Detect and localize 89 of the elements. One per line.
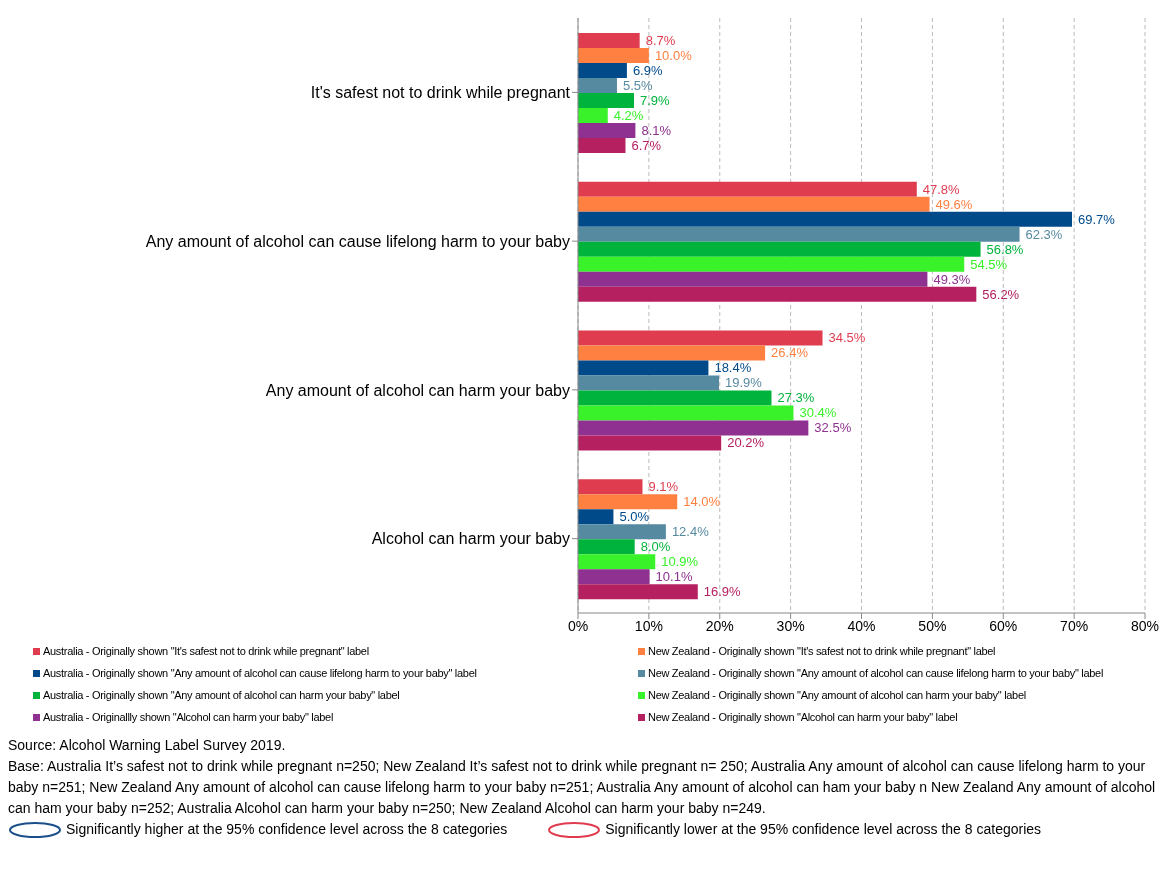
bar — [578, 390, 772, 406]
data-label: 56.8% — [986, 241, 1024, 257]
text: Base: Australia It’s safest not to drink while pregnant n=250; New Zealand It’s safest not to drink while pregnant n= 250; Australia Any amount of alcohol can cause lifelong harm to your baby n=251; New Zealand Any amount of alcohol can cause lifelong harm to your baby n=251; Australia Any amount of alcohol can ham your baby n New Zealand Any amount of alcohol can ham your baby n=252; Australia Alcohol can harm your baby n=250; New Zealand Alcohol can harm your baby n=249. — [8, 757, 1157, 818]
bar — [578, 286, 977, 302]
bar — [578, 569, 650, 585]
bar — [578, 330, 823, 346]
legend-label: Australia - Originally shown "Any amount of alcohol can cause lifelong harm to your baby" label — [43, 667, 477, 679]
data-label: 6.7% — [631, 137, 662, 153]
bar — [578, 554, 656, 570]
source-note: Source: Alcohol Warning Label Survey 2019. — [8, 736, 287, 755]
bar — [578, 122, 636, 138]
text: Significantly lower at the 95% confidence level across the 8 categories — [605, 820, 1042, 839]
data-label: 27.3% — [777, 390, 815, 406]
legend-label: New Zealand - Originally shown "Any amount of alcohol can harm your baby" label — [648, 689, 1026, 701]
data-label: 8.7% — [645, 32, 676, 48]
data-label: 30.4% — [799, 405, 837, 421]
bar — [578, 256, 965, 272]
data-label: 5.0% — [619, 509, 650, 525]
data-label: 49.3% — [933, 271, 971, 287]
bar — [578, 77, 617, 93]
data-label: 10.1% — [655, 569, 693, 585]
bar — [578, 92, 634, 108]
bar — [578, 360, 709, 376]
bar — [578, 375, 720, 391]
bar — [578, 435, 722, 451]
bar — [578, 47, 649, 63]
data-label: 4.2% — [613, 107, 644, 123]
data-label: 5.5% — [622, 77, 654, 93]
data-label: 69.7% — [1078, 211, 1116, 227]
bar — [578, 32, 640, 48]
data-label: 20.2% — [727, 435, 765, 451]
bar — [578, 181, 917, 197]
bar — [578, 137, 626, 153]
data-label: 7.9% — [639, 92, 671, 108]
bar — [578, 509, 614, 525]
bar — [578, 494, 678, 510]
legend-label: Australia - Originally shown "It's safest not to drink while pregnant" label — [43, 645, 369, 657]
data-label: 47.8% — [922, 181, 961, 197]
data-label: 9.1% — [648, 479, 679, 495]
x-tick-label: 40% — [847, 617, 876, 634]
data-label: 54.5% — [970, 256, 1008, 272]
x-tick-label: 60% — [989, 617, 1018, 634]
legend-label: New Zealand - Originally shown "Alcohol can harm your baby" label — [648, 711, 958, 723]
data-label: 16.9% — [703, 584, 742, 600]
bar — [578, 479, 643, 495]
data-label: 19.9% — [725, 375, 763, 391]
bar — [578, 271, 928, 287]
bar — [578, 405, 794, 421]
bar — [578, 420, 809, 436]
x-tick-label: 50% — [918, 617, 947, 634]
x-tick-label: 70% — [1060, 617, 1089, 634]
data-label: 32.5% — [814, 420, 852, 436]
bar — [578, 196, 930, 212]
data-label: 34.5% — [828, 330, 866, 346]
bar — [578, 345, 766, 361]
bar — [578, 524, 666, 540]
legend-label: New Zealand - Originally shown "It's safest not to drink while pregnant" label — [648, 645, 996, 657]
y-tick-label: Any amount of alcohol can harm your baby — [265, 381, 570, 399]
bar — [578, 107, 608, 123]
bar — [578, 241, 981, 257]
y-tick-label: Any amount of alcohol can cause lifelong harm to your baby — [145, 232, 570, 250]
data-label: 26.4% — [771, 345, 809, 361]
x-tick-label: 20% — [705, 617, 734, 634]
text: Significantly higher at the 95% confidence level across the 8 categories — [66, 820, 508, 839]
data-label: 14.0% — [683, 494, 721, 510]
data-label: 12.4% — [671, 524, 710, 540]
x-tick-label: 10% — [634, 617, 663, 634]
bar — [578, 226, 1020, 242]
bar — [578, 62, 627, 78]
bar — [578, 211, 1072, 227]
data-label: 6.9% — [632, 62, 663, 78]
bar — [578, 584, 698, 600]
data-label: 56.2% — [982, 286, 1020, 302]
x-tick-label: 80% — [1130, 617, 1160, 634]
x-tick-label: 0% — [567, 617, 589, 634]
legend-label: New Zealand - Originally shown "Any amount of alcohol can cause lifelong harm to your baby" label — [648, 667, 1104, 679]
legend-label: Australia - Originallly shown "Alcohol can harm your baby" label — [43, 711, 334, 723]
data-label: 18.4% — [714, 360, 752, 376]
bar — [578, 539, 635, 555]
y-tick-label: It's safest not to drink while pregnant — [310, 84, 571, 102]
data-label: 8.0% — [640, 539, 671, 555]
x-tick-label: 30% — [776, 617, 805, 634]
legend-label: Australia - Originally shown "Any amount of alcohol can harm your baby" label — [43, 689, 400, 701]
data-label: 10.9% — [661, 554, 699, 570]
data-label: 62.3% — [1025, 226, 1063, 242]
y-tick-label: Alcohol can harm your baby — [371, 530, 570, 548]
data-label: 49.6% — [935, 196, 973, 212]
data-label: 8.1% — [641, 122, 672, 138]
data-label: 10.0% — [654, 47, 693, 63]
